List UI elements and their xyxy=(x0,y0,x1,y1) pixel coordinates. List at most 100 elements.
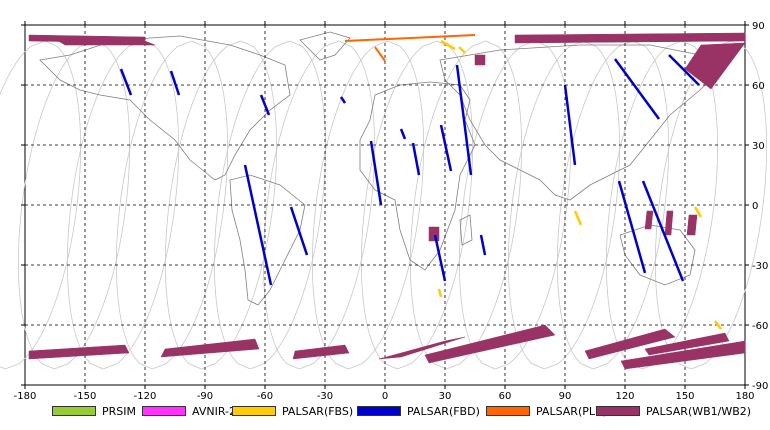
x-tick-label: -60 xyxy=(257,391,273,400)
wb-swath xyxy=(620,340,746,370)
x-tick-label: -150 xyxy=(74,391,97,400)
legend-swatch xyxy=(52,406,96,416)
wb-swath xyxy=(378,336,466,360)
legend-item: PALSAR(PLR) xyxy=(486,404,607,418)
palsar-wb-swaths xyxy=(28,32,746,370)
x-tick-label: 90 xyxy=(559,391,572,400)
fbd-strip xyxy=(455,64,473,176)
x-tick-label: -90 xyxy=(197,391,213,400)
fbd-strip xyxy=(439,124,453,172)
wb-swath xyxy=(474,54,486,66)
y-tick-label: -60 xyxy=(752,321,768,332)
palsar-fbd-strips xyxy=(119,54,700,286)
legend-item: PRSIM xyxy=(52,404,136,418)
x-tick-label: 60 xyxy=(499,391,512,400)
legend-label: PALSAR(PLR) xyxy=(536,404,607,418)
orbit-track xyxy=(299,40,375,370)
wb-swath xyxy=(584,328,676,360)
fbd-strip xyxy=(259,94,271,116)
y-tick-label: -90 xyxy=(752,381,768,392)
orbit-track xyxy=(54,40,130,370)
wb-swath xyxy=(686,214,698,236)
world-map-chart: -180 -150 -120 -90 -60 -30 0 30 60 90 120 150 180 90 6… xyxy=(0,21,768,402)
orbit-track xyxy=(361,40,437,370)
orbit-track xyxy=(691,40,767,370)
wb-swath xyxy=(28,344,130,360)
x-tick-label: 30 xyxy=(439,391,452,400)
y-tick-label: -30 xyxy=(752,261,768,272)
fbd-strip xyxy=(668,54,700,86)
fbd-strip xyxy=(617,180,647,274)
legend-swatch xyxy=(596,406,640,416)
axis-ticks: -180 -150 -120 -90 -60 -30 0 30 60 90 120 150 180 90 6… xyxy=(14,21,768,402)
legend-swatch xyxy=(232,406,276,416)
wb-swath xyxy=(664,210,674,236)
y-tick-label: 0 xyxy=(752,201,758,212)
orbit-track xyxy=(348,40,424,370)
palsar-fbs-strips xyxy=(437,39,722,330)
orbit-track xyxy=(5,40,81,370)
fbd-strip xyxy=(641,180,685,282)
x-tick-label: -30 xyxy=(317,391,333,400)
orbit-track xyxy=(67,40,143,370)
x-tick-label: 180 xyxy=(735,391,754,400)
orbit-track xyxy=(116,40,192,370)
fbs-strip xyxy=(573,210,583,226)
x-tick-label: 0 xyxy=(382,391,388,400)
y-tick-label: 60 xyxy=(752,81,765,92)
wb-swath xyxy=(428,226,440,242)
legend: PRSIM AVNIR-2 PALSAR(FBS) PALSAR(FBD) PALSAR… xyxy=(0,400,770,422)
orbit-track xyxy=(642,40,718,370)
wb-swath xyxy=(644,332,730,356)
plr-strip xyxy=(344,34,476,42)
fbd-strip xyxy=(289,206,309,256)
wb-swath xyxy=(54,38,156,46)
legend-swatch xyxy=(142,406,186,416)
y-tick-label: 90 xyxy=(752,21,765,32)
fbd-strip xyxy=(169,70,181,96)
fbs-strip xyxy=(714,320,722,330)
grid-lines xyxy=(25,25,745,385)
fbs-strip xyxy=(440,39,456,51)
legend-swatch xyxy=(486,406,530,416)
wb-swath xyxy=(514,32,746,44)
fbd-strip xyxy=(243,164,273,286)
orbit-track xyxy=(655,40,731,370)
orbit-track xyxy=(593,40,669,370)
legend-label: PALSAR(WB1/WB2) xyxy=(646,404,752,418)
fbd-strip xyxy=(563,84,577,166)
legend-item: AVNIR-2 xyxy=(142,404,236,418)
palsar-plr-strips xyxy=(344,34,476,62)
fbs-strip xyxy=(437,288,443,298)
legend-label: PALSAR(FBS) xyxy=(282,404,354,418)
legend-swatch xyxy=(357,406,401,416)
x-tick-label: -180 xyxy=(14,391,37,400)
fbd-strip xyxy=(411,142,421,176)
wb-swath xyxy=(684,42,746,90)
orbit-track xyxy=(410,40,486,370)
fbd-strip xyxy=(339,96,347,104)
x-tick-label: -120 xyxy=(134,391,157,400)
fbs-strip xyxy=(693,206,703,218)
fbd-strip xyxy=(399,128,407,140)
fbd-strip xyxy=(433,234,447,282)
fbd-strip xyxy=(119,68,133,96)
fbs-strip xyxy=(458,46,466,54)
plr-strip xyxy=(374,46,386,62)
x-tick-label: 150 xyxy=(675,391,694,400)
wb-swath xyxy=(644,210,654,230)
legend-item: PALSAR(FBD) xyxy=(357,404,480,418)
legend-label: PALSAR(FBD) xyxy=(407,404,480,418)
legend-label: PRSIM xyxy=(102,404,136,418)
fbd-strip xyxy=(479,234,487,256)
x-tick-label: 120 xyxy=(615,391,634,400)
legend-item: PALSAR(FBS) xyxy=(232,404,353,418)
legend-item: PALSAR(WB1/WB2) xyxy=(596,404,751,418)
wb-swath xyxy=(292,344,350,360)
legend-label: AVNIR-2 xyxy=(192,404,236,418)
y-tick-label: 30 xyxy=(752,141,765,152)
fbd-strip xyxy=(369,140,383,206)
wb-swath xyxy=(424,324,556,364)
wb-swath xyxy=(160,338,260,358)
